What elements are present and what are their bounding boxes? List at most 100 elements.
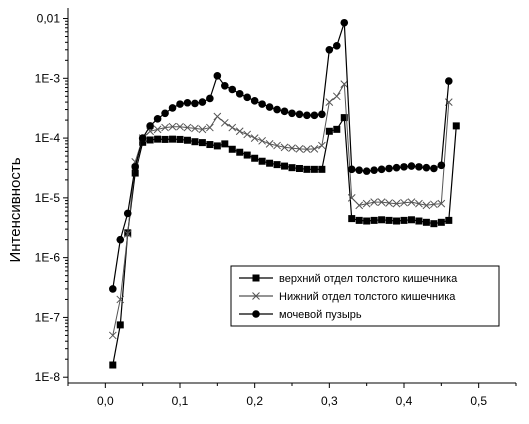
data-point: [273, 161, 281, 169]
data-point: [363, 217, 371, 225]
data-point: [370, 198, 378, 206]
y-tick-label: 1E-7: [35, 310, 61, 324]
data-point: [422, 218, 430, 226]
data-point: [221, 140, 229, 148]
x-tick-label: 0,0: [97, 394, 114, 408]
series-line-3: [112, 22, 450, 289]
data-point: [146, 122, 154, 130]
data-point: [243, 93, 251, 102]
data-point: [400, 216, 408, 224]
data-point: [407, 162, 416, 170]
data-point: [295, 145, 304, 153]
data-point: [445, 216, 453, 224]
data-point: [385, 199, 393, 207]
data-point: [198, 98, 207, 106]
data-point: [131, 169, 139, 177]
data-point: [325, 98, 334, 106]
data-point: [273, 105, 281, 114]
y-tick-label: 1E-8: [35, 370, 61, 384]
data-point: [191, 124, 199, 133]
data-point: [243, 130, 252, 139]
data-point: [183, 98, 192, 107]
data-point: [176, 122, 184, 131]
y-tick-label: 0,01: [37, 12, 61, 26]
data-point: [213, 142, 221, 150]
data-point: [295, 110, 304, 119]
data-point: [378, 216, 386, 224]
data-point: [318, 110, 326, 119]
data-point: [445, 77, 453, 85]
data-point: [347, 194, 356, 202]
data-point: [303, 111, 311, 120]
y-tick-label: 1E-4: [35, 131, 61, 145]
legend-marker: [252, 292, 260, 300]
data-point: [385, 216, 393, 224]
data-point: [206, 94, 214, 103]
data-point: [288, 164, 296, 172]
x-tick-label: 0,4: [396, 394, 413, 408]
data-point: [191, 138, 199, 146]
data-point: [437, 199, 446, 208]
data-point: [251, 154, 259, 162]
data-point: [258, 136, 266, 145]
data-point: [280, 143, 289, 152]
data-point: [332, 92, 341, 101]
data-point: [206, 141, 214, 149]
data-point: [422, 201, 431, 210]
data-point: [116, 295, 125, 304]
data-point: [392, 163, 401, 172]
data-point: [206, 123, 214, 132]
legend-marker: [252, 310, 260, 318]
data-point: [415, 199, 423, 208]
data-point: [109, 361, 117, 369]
data-point: [362, 199, 371, 208]
data-point: [340, 114, 348, 122]
data-point: [273, 141, 281, 150]
x-tick-label: 0,5: [470, 394, 487, 408]
data-point: [303, 145, 311, 154]
data-point: [295, 164, 303, 172]
data-point: [191, 99, 199, 108]
data-point: [355, 201, 364, 210]
data-point: [228, 145, 236, 153]
data-point: [310, 165, 318, 173]
data-point: [213, 72, 222, 80]
data-point: [109, 285, 117, 293]
data-point: [452, 122, 460, 130]
data-point: [250, 97, 259, 105]
data-point: [400, 163, 408, 171]
data-point: [310, 145, 319, 153]
x-tick-label: 0,1: [172, 394, 189, 408]
data-point: [415, 163, 423, 171]
data-point: [265, 140, 274, 148]
data-point: [235, 90, 244, 98]
data-point: [153, 125, 162, 134]
data-point: [422, 163, 431, 172]
data-point: [392, 199, 401, 208]
data-point: [377, 165, 386, 174]
data-point: [340, 80, 349, 88]
data-point: [228, 123, 237, 132]
data-point: [108, 331, 117, 340]
data-point: [318, 165, 326, 173]
data-point: [318, 141, 326, 150]
data-point: [288, 144, 296, 152]
data-point: [437, 218, 445, 226]
data-point: [355, 216, 363, 224]
data-point: [123, 230, 132, 238]
data-point: [258, 100, 266, 108]
data-point: [340, 18, 349, 27]
data-point: [281, 162, 289, 170]
data-point: [303, 165, 311, 173]
data-point: [116, 235, 125, 244]
data-point: [333, 125, 341, 133]
data-point: [377, 198, 386, 206]
data-point: [430, 200, 438, 209]
data-point: [228, 85, 237, 94]
data-point: [123, 209, 132, 218]
data-point: [370, 166, 378, 175]
data-point: [355, 166, 364, 175]
y-axis-label: Интенсивность: [7, 157, 24, 262]
data-point: [347, 165, 356, 174]
